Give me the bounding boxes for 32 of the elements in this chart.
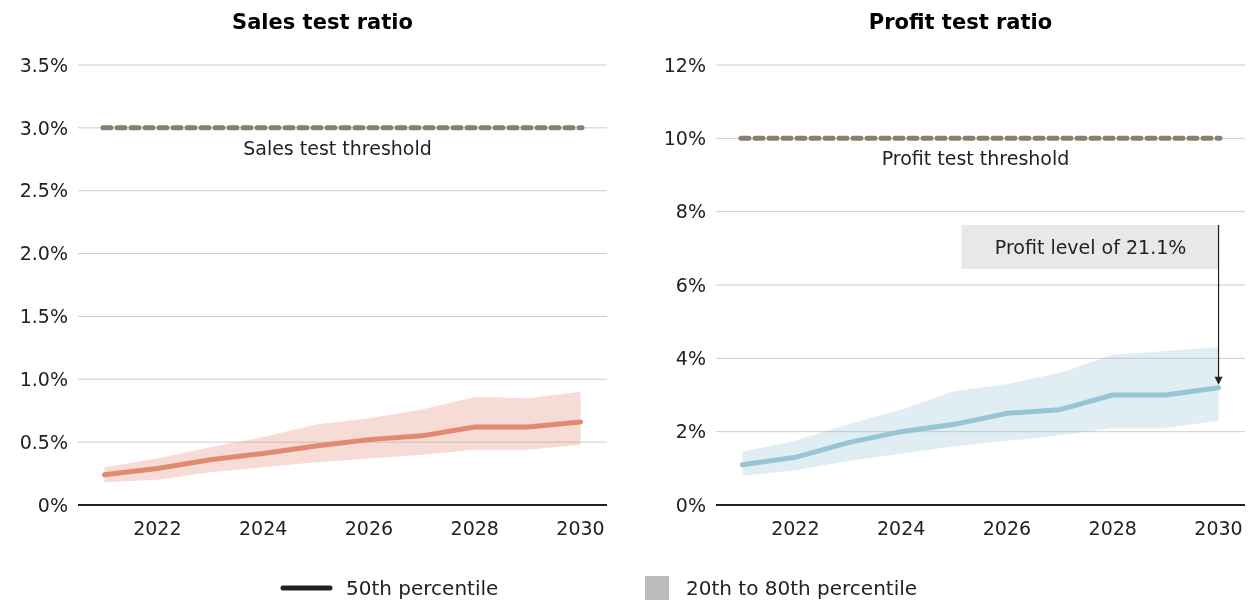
- text: 20th to 80th percentile: [686, 576, 918, 600]
- y-tick-label: 0%: [37, 493, 68, 516]
- chart-title: Sales test ratio: [232, 10, 413, 34]
- y-tick-label: 2.5%: [19, 179, 68, 202]
- chart-title: Profit test ratio: [868, 10, 1053, 34]
- annotation: Profit level of 21.1%: [994, 235, 1187, 258]
- x-tick-label: 2022: [771, 517, 820, 539]
- y-tick-label: 1.5%: [19, 305, 68, 328]
- y-tick-label: 6%: [675, 273, 706, 296]
- ref-line-label: Profit test threshold: [881, 147, 1070, 170]
- x-tick-label: 2026: [344, 517, 394, 539]
- ref-line-label: Sales test threshold: [243, 136, 432, 159]
- x-tick-label: 2026: [982, 517, 1032, 539]
- text: 50th percentile: [346, 576, 499, 600]
- x-tick-label: 2024: [238, 517, 288, 539]
- y-tick-label: 2%: [675, 420, 706, 443]
- x-tick-label: 2030: [1194, 517, 1243, 539]
- x-tick-label: 2030: [556, 517, 605, 539]
- y-tick-label: 8%: [675, 200, 706, 223]
- y-tick-label: 10%: [663, 126, 706, 149]
- y-tick-label: 0.5%: [19, 430, 68, 453]
- y-tick-label: 3.5%: [19, 53, 68, 76]
- y-tick-label: 4%: [675, 346, 706, 369]
- y-tick-label: 0%: [675, 493, 706, 516]
- y-tick-label: 2.0%: [19, 242, 68, 265]
- x-tick-label: 2028: [1088, 517, 1137, 539]
- x-tick-label: 2022: [133, 517, 182, 539]
- y-tick-label: 12%: [663, 53, 706, 76]
- y-tick-label: 1.0%: [19, 367, 68, 390]
- y-tick-label: 3.0%: [19, 116, 68, 139]
- x-tick-label: 2024: [876, 517, 926, 539]
- x-tick-label: 2028: [450, 517, 499, 539]
